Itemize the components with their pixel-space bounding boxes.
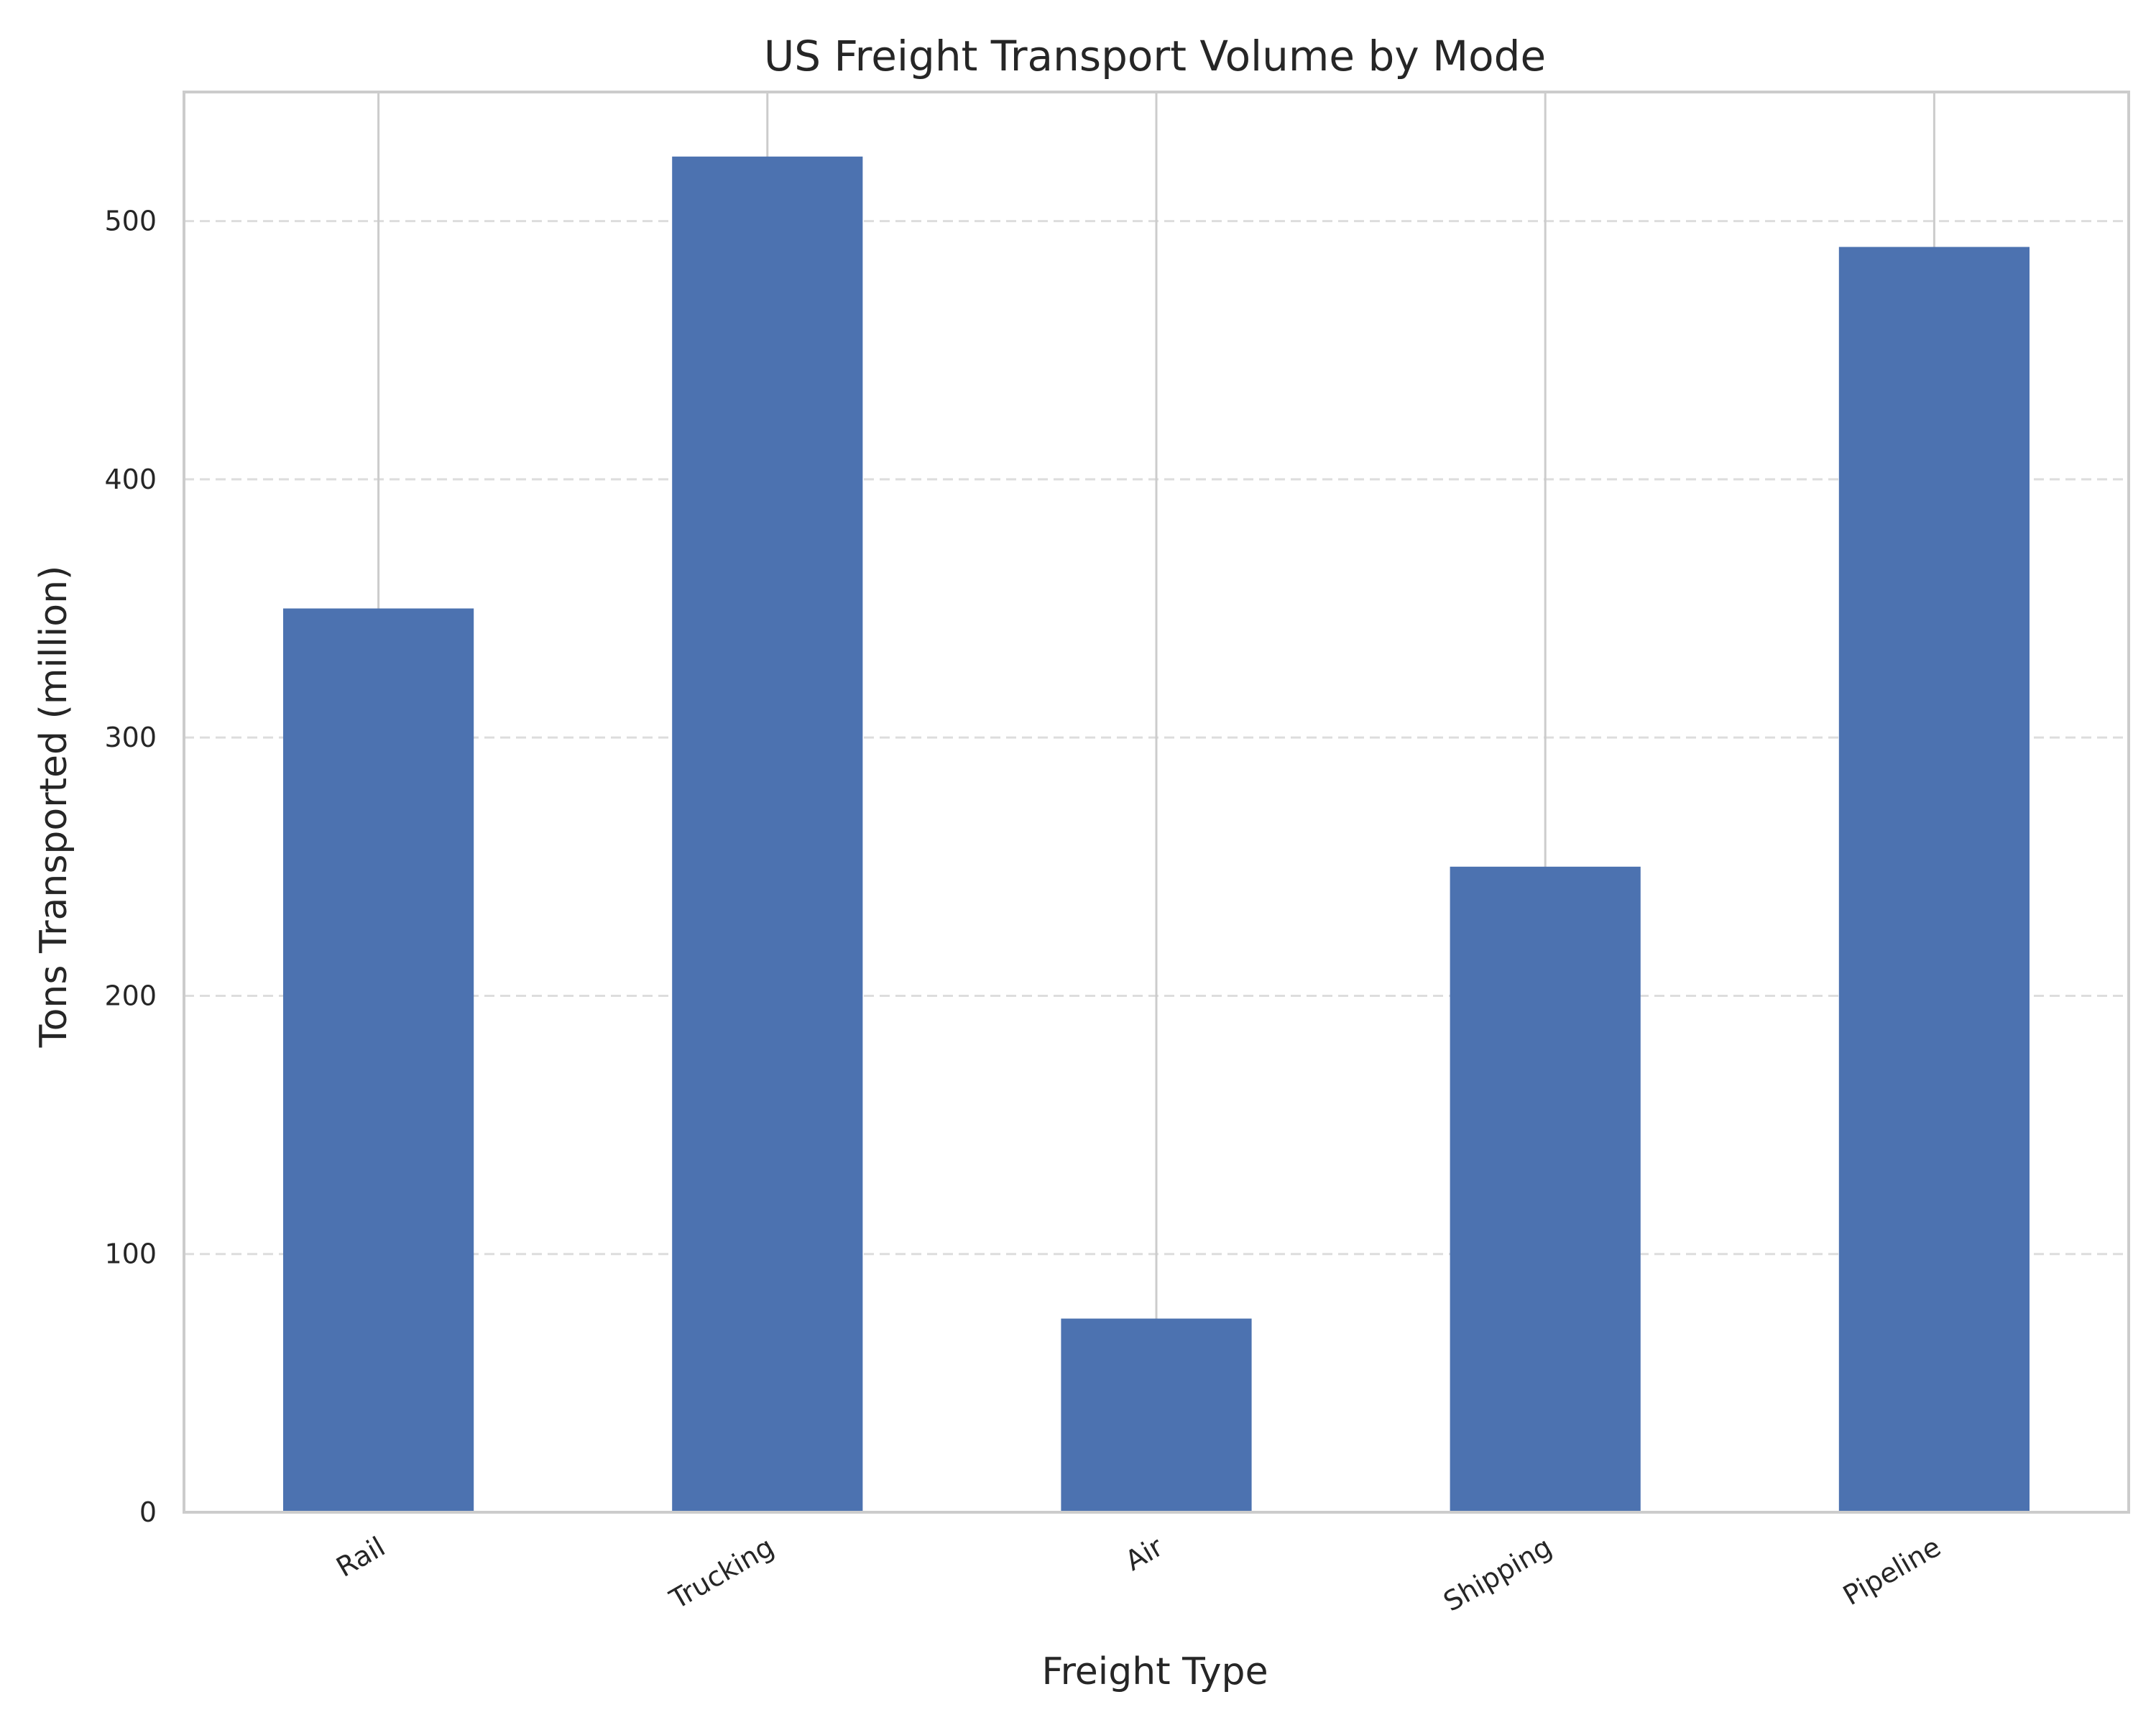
y-tick-label: 0 xyxy=(139,1496,157,1528)
y-axis-label: Tons Transported (million) xyxy=(32,566,75,1049)
y-tick-label: 400 xyxy=(104,464,157,495)
y-tick-label: 200 xyxy=(104,980,157,1011)
y-axis-ticks: 0 100 200 300 400 500 xyxy=(104,206,157,1528)
y-tick-label: 100 xyxy=(104,1238,157,1270)
bar-pipeline xyxy=(1838,247,2030,1513)
x-axis-label: Freight Type xyxy=(1041,1650,1268,1693)
chart-title: US Freight Transport Volume by Mode xyxy=(764,32,1546,80)
bar-rail xyxy=(283,608,474,1513)
bars xyxy=(283,156,2030,1513)
bar-shipping xyxy=(1450,866,1641,1512)
plot-area-frame xyxy=(183,91,2130,1514)
bar-air xyxy=(1061,1318,1252,1512)
y-tick-label: 300 xyxy=(104,722,157,753)
bar-trucking xyxy=(672,156,863,1513)
y-tick-label: 500 xyxy=(104,206,157,237)
